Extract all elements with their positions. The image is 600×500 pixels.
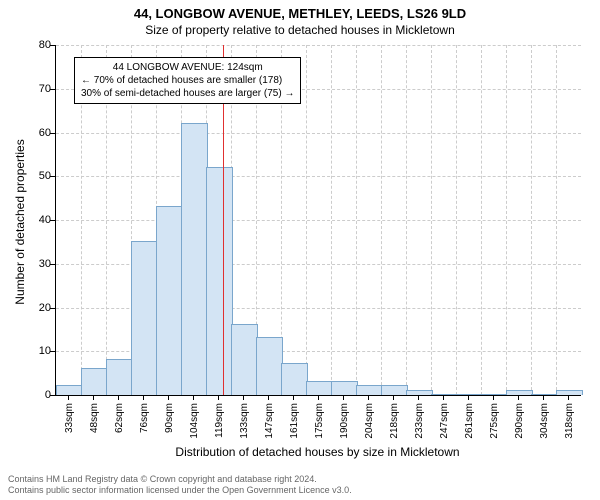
histogram-bar (456, 394, 483, 395)
histogram-bar (306, 381, 333, 395)
x-tick-label: 233sqm (414, 403, 425, 439)
histogram-bar (256, 337, 283, 395)
histogram-bar (531, 394, 558, 395)
histogram-bar (106, 359, 133, 395)
annotation-line1: 44 LONGBOW AVENUE: 124sqm (81, 61, 294, 74)
x-tick-label: 304sqm (539, 403, 550, 439)
histogram-bar (281, 363, 308, 395)
chart-title-main: 44, LONGBOW AVENUE, METHLEY, LEEDS, LS26… (0, 0, 600, 21)
histogram-bar (506, 390, 533, 395)
x-tick-label: 261sqm (464, 403, 475, 439)
histogram-bar (431, 394, 458, 395)
histogram-bar (331, 381, 358, 395)
histogram-bar (381, 385, 408, 395)
x-tick-label: 76sqm (139, 403, 150, 433)
y-tick-label: 30 (21, 258, 51, 270)
histogram-bar (131, 241, 158, 395)
y-tick-label: 50 (21, 170, 51, 182)
chart-plot-area: 44 LONGBOW AVENUE: 124sqm ← 70% of detac… (55, 45, 581, 396)
histogram-bar (481, 394, 508, 395)
x-tick-label: 275sqm (489, 403, 500, 439)
histogram-bar (206, 167, 233, 396)
footer-line2: Contains public sector information licen… (8, 485, 352, 496)
y-tick-label: 10 (21, 345, 51, 357)
y-tick-label: 0 (21, 389, 51, 401)
x-axis-title: Distribution of detached houses by size … (55, 445, 580, 459)
x-tick-label: 204sqm (364, 403, 375, 439)
histogram-bar (556, 390, 583, 395)
x-tick-label: 318sqm (564, 403, 575, 439)
annotation-line3: 30% of semi-detached houses are larger (… (81, 87, 294, 100)
footer-attribution: Contains HM Land Registry data © Crown c… (8, 474, 352, 496)
x-tick-label: 290sqm (514, 403, 525, 439)
x-tick-label: 48sqm (89, 403, 100, 433)
x-tick-label: 33sqm (64, 403, 75, 433)
x-tick-label: 175sqm (314, 403, 325, 439)
x-tick-label: 190sqm (339, 403, 350, 439)
histogram-bar (156, 206, 183, 395)
histogram-bar (356, 385, 383, 395)
histogram-bar (81, 368, 108, 395)
histogram-bar (231, 324, 258, 395)
annotation-line2: ← 70% of detached houses are smaller (17… (81, 74, 294, 87)
y-tick-label: 40 (21, 214, 51, 226)
y-tick-label: 60 (21, 127, 51, 139)
x-tick-label: 104sqm (189, 403, 200, 439)
chart-title-sub: Size of property relative to detached ho… (0, 21, 600, 37)
x-tick-label: 147sqm (264, 403, 275, 439)
histogram-bar (181, 123, 208, 395)
x-tick-label: 247sqm (439, 403, 450, 439)
y-tick-label: 70 (21, 83, 51, 95)
x-tick-label: 119sqm (214, 403, 225, 438)
x-tick-label: 218sqm (389, 403, 400, 439)
x-tick-label: 90sqm (164, 403, 175, 433)
x-tick-label: 133sqm (239, 403, 250, 439)
x-tick-label: 62sqm (114, 403, 125, 433)
annotation-callout: 44 LONGBOW AVENUE: 124sqm ← 70% of detac… (74, 57, 301, 104)
histogram-bar (406, 390, 433, 395)
y-tick-label: 20 (21, 302, 51, 314)
y-tick-label: 80 (21, 39, 51, 51)
footer-line1: Contains HM Land Registry data © Crown c… (8, 474, 352, 485)
histogram-bar (56, 385, 83, 395)
x-tick-label: 161sqm (289, 403, 300, 439)
